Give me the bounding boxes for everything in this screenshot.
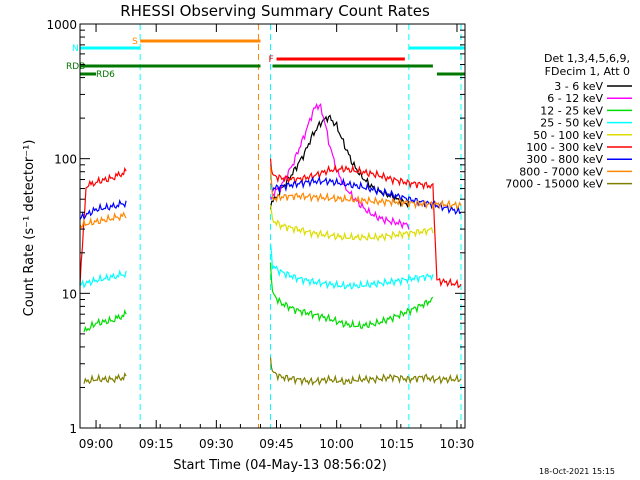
series-line-0: [269, 114, 410, 209]
footer-timestamp: 18-Oct-2021 15:15: [539, 467, 615, 476]
legend-label-2: 12 - 25 keV: [540, 104, 603, 117]
legend-label-1: 6 - 12 keV: [547, 92, 603, 105]
flag-label-4: RDB: [66, 62, 85, 72]
series-line-8: [83, 357, 462, 387]
legend-label-6: 300 - 800 keV: [526, 153, 603, 166]
y-tick-label-1: 10: [62, 287, 77, 301]
y-tick-label-0: 1: [69, 422, 77, 436]
legend-label-7: 800 - 7000 keV: [519, 165, 603, 178]
legend-label-4: 50 - 100 keV: [533, 129, 603, 142]
legend-label-3: 25 - 50 keV: [540, 117, 603, 130]
legend: Det 1,3,4,5,6,9,FDecim 1, Att 0 3 - 6 keV…: [505, 52, 632, 191]
y-tick-label-3: 1000: [46, 18, 77, 32]
series-line-1: [269, 102, 410, 230]
x-tick-label-6: 10:30: [440, 437, 475, 451]
legend-label-5: 100 - 300 keV: [526, 141, 603, 154]
flag-label-6: RD6: [96, 70, 115, 80]
flag-label-1: N: [72, 44, 79, 54]
x-tick-label-5: 10:15: [380, 437, 415, 451]
legend-label-8: 7000 - 15000 keV: [505, 178, 603, 191]
x-tick-label-0: 09:00: [79, 437, 114, 451]
legend-header-0: Det 1,3,4,5,6,9,: [544, 52, 630, 65]
x-axis-label: Start Time (04-May-13 08:56:02): [173, 458, 387, 473]
x-tick-label-4: 10:00: [319, 437, 354, 451]
series-line-2: [83, 262, 434, 333]
x-tick-label-3: 09:45: [259, 437, 294, 451]
y-tick-label-2: 100: [54, 153, 77, 167]
x-tick-label-2: 09:30: [199, 437, 234, 451]
y-axis-label: Count Rate (s⁻¹ detector⁻¹): [22, 140, 37, 317]
plot-frame: [79, 23, 466, 429]
legend-header-1: FDecim 1, Att 0: [545, 65, 630, 78]
series-line-7: [79, 166, 462, 229]
flag-label-0: S: [132, 37, 138, 47]
series-line-3: [79, 243, 434, 290]
flag-label-3: F: [269, 55, 274, 65]
series-line-4: [269, 204, 434, 242]
x-tick-label-1: 09:15: [139, 437, 174, 451]
legend-label-0: 3 - 6 keV: [554, 80, 603, 93]
chart-title: RHESSI Observing Summary Count Rates: [120, 2, 430, 20]
